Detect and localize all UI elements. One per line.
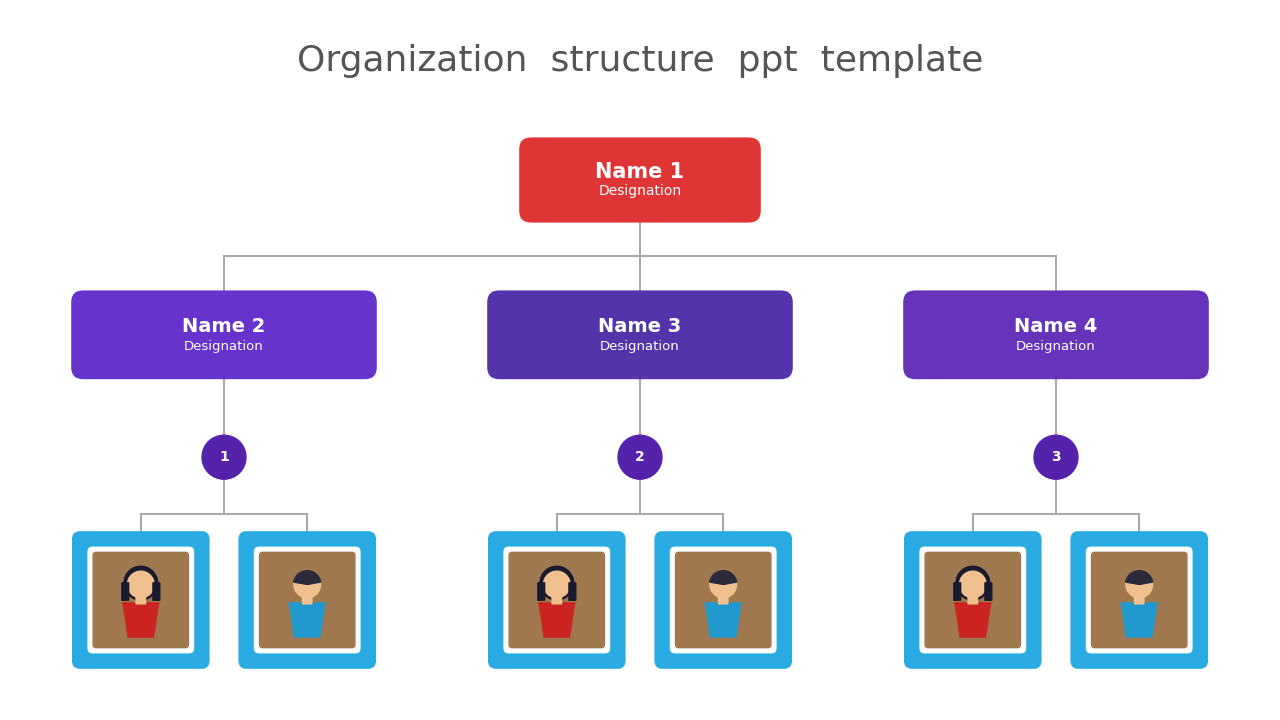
FancyBboxPatch shape xyxy=(136,595,146,605)
FancyBboxPatch shape xyxy=(538,582,545,601)
Polygon shape xyxy=(122,602,160,638)
Wedge shape xyxy=(1125,571,1153,585)
Circle shape xyxy=(128,571,154,598)
FancyBboxPatch shape xyxy=(654,531,792,669)
FancyBboxPatch shape xyxy=(954,582,961,601)
FancyBboxPatch shape xyxy=(919,546,1027,653)
Text: Designation: Designation xyxy=(184,340,264,353)
Text: 2: 2 xyxy=(635,450,645,464)
Polygon shape xyxy=(704,602,742,638)
Text: Designation: Designation xyxy=(600,340,680,353)
FancyBboxPatch shape xyxy=(92,552,189,649)
FancyBboxPatch shape xyxy=(568,582,576,601)
FancyBboxPatch shape xyxy=(1085,546,1193,653)
FancyBboxPatch shape xyxy=(503,546,611,653)
FancyBboxPatch shape xyxy=(718,595,728,605)
FancyBboxPatch shape xyxy=(253,546,361,653)
FancyBboxPatch shape xyxy=(984,582,992,601)
FancyBboxPatch shape xyxy=(122,582,129,601)
Text: Name 4: Name 4 xyxy=(1014,317,1098,336)
FancyBboxPatch shape xyxy=(924,552,1021,649)
Text: Name 3: Name 3 xyxy=(598,317,682,336)
FancyBboxPatch shape xyxy=(72,290,376,379)
Polygon shape xyxy=(1120,602,1158,638)
Text: Designation: Designation xyxy=(1016,340,1096,353)
Text: Designation: Designation xyxy=(599,184,681,198)
FancyBboxPatch shape xyxy=(968,595,978,605)
FancyBboxPatch shape xyxy=(904,531,1042,669)
Polygon shape xyxy=(288,602,326,638)
FancyBboxPatch shape xyxy=(302,595,312,605)
Circle shape xyxy=(1126,571,1152,598)
FancyBboxPatch shape xyxy=(508,552,605,649)
Text: 3: 3 xyxy=(1051,450,1061,464)
Circle shape xyxy=(960,571,986,598)
Circle shape xyxy=(294,571,320,598)
FancyBboxPatch shape xyxy=(1134,595,1144,605)
Wedge shape xyxy=(293,571,321,585)
FancyBboxPatch shape xyxy=(259,552,356,649)
Circle shape xyxy=(540,566,573,600)
Text: Organization  structure  ppt  template: Organization structure ppt template xyxy=(297,44,983,78)
Circle shape xyxy=(544,571,570,598)
Polygon shape xyxy=(954,602,992,638)
FancyBboxPatch shape xyxy=(238,531,376,669)
Text: Name 2: Name 2 xyxy=(182,317,266,336)
Text: 1: 1 xyxy=(219,450,229,464)
Circle shape xyxy=(124,566,157,600)
FancyBboxPatch shape xyxy=(152,582,160,601)
FancyBboxPatch shape xyxy=(669,546,777,653)
FancyBboxPatch shape xyxy=(904,290,1208,379)
FancyBboxPatch shape xyxy=(1070,531,1208,669)
Circle shape xyxy=(956,566,989,600)
Circle shape xyxy=(1034,435,1078,480)
Circle shape xyxy=(618,435,662,480)
FancyBboxPatch shape xyxy=(488,531,626,669)
FancyBboxPatch shape xyxy=(1091,552,1188,649)
FancyBboxPatch shape xyxy=(72,531,210,669)
FancyBboxPatch shape xyxy=(552,595,562,605)
Circle shape xyxy=(202,435,246,480)
Circle shape xyxy=(710,571,736,598)
FancyBboxPatch shape xyxy=(675,552,772,649)
Polygon shape xyxy=(538,602,576,638)
FancyBboxPatch shape xyxy=(488,290,792,379)
FancyBboxPatch shape xyxy=(87,546,195,653)
Wedge shape xyxy=(709,571,737,585)
Text: Name 1: Name 1 xyxy=(595,162,685,182)
FancyBboxPatch shape xyxy=(520,138,760,222)
